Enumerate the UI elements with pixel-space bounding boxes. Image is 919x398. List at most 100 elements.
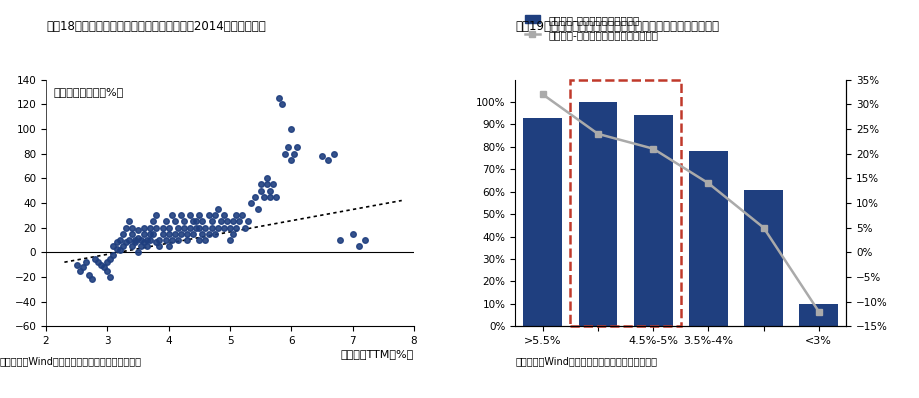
Point [69,261,84,268]
Text: 图表19、红利低波未来一年收益率均值和胜率（按股息率分组）: 图表19、红利低波未来一年收益率均值和胜率（按股息率分组） [515,20,719,33]
Point [130,227,145,233]
Point [109,246,124,252]
Point [112,247,127,253]
Point [133,243,148,249]
Point [146,218,161,224]
Point [232,218,246,224]
Point [137,230,152,237]
Point [201,230,216,237]
Point [268,193,283,200]
Legend: 红利低波-未来一年胜率（左轴）, 红利低波-未来一年平均收益率（右轴）: 红利低波-未来一年胜率（左轴）, 红利低波-未来一年平均收益率（右轴） [520,11,662,44]
Point [137,224,152,231]
Point [152,243,166,249]
Point [85,276,99,283]
Point [115,243,130,249]
Point [271,95,286,101]
Point [188,218,203,224]
Point [152,237,166,243]
Point [130,234,145,241]
Point [333,237,347,243]
Point [259,181,274,187]
Point [229,212,244,219]
Point [149,212,164,219]
Point [94,261,108,268]
Point [321,156,335,163]
Point [128,239,142,246]
Point [149,224,164,231]
Point [326,150,341,157]
Point [201,212,216,219]
Point [119,239,133,246]
Point [229,224,244,231]
Point [241,218,255,224]
Point [234,212,249,219]
Point [225,218,240,224]
Point [155,224,170,231]
Point [124,224,139,231]
Point [158,218,173,224]
Point [167,218,182,224]
Point [73,267,87,274]
Text: 未来一年涨跌幅（%）: 未来一年涨跌幅（%） [53,87,123,97]
Point [167,230,182,237]
Point [91,259,106,265]
Point [140,243,154,249]
Point [222,224,237,231]
Point [179,237,194,243]
Bar [570,80,680,326]
Point [262,193,277,200]
Point [188,224,203,231]
Point [195,230,210,237]
Point [174,230,188,237]
Point [210,206,225,213]
Point [225,230,240,237]
Point [158,237,173,243]
Point [207,230,221,237]
Point [161,243,176,249]
Point [115,230,130,237]
Text: 资料来源：Wind，兴业证券经济与金融研究院整理: 资料来源：Wind，兴业证券经济与金融研究院整理 [0,356,142,366]
Point [121,237,136,243]
Point [192,212,207,219]
Point [186,218,200,224]
Point [87,256,102,262]
Point [112,237,127,243]
Point [140,237,154,243]
Point [198,237,212,243]
Point [124,243,139,249]
Point [106,252,120,258]
Point [161,230,176,237]
Point [161,224,176,231]
Point [216,224,231,231]
Point [262,187,277,194]
Point [75,264,90,270]
Point [284,156,299,163]
Point [146,230,161,237]
Point [253,187,267,194]
Bar [688,151,727,326]
Bar [578,102,617,326]
Point [170,237,185,243]
Point [176,224,191,231]
Point [142,237,157,243]
Point [176,218,191,224]
Point [289,144,304,150]
Point [124,230,139,237]
Point [244,200,258,206]
X-axis label: 股息率（TTM，%）: 股息率（TTM，%） [340,349,414,359]
Point [192,237,207,243]
Point [198,224,212,231]
Point [247,193,262,200]
Point [78,259,93,265]
Point [121,218,136,224]
Point [220,218,234,224]
Point [287,150,301,157]
Point [96,264,111,270]
Text: 资料来源：Wind，兴业证券经济与金融研究院整理: 资料来源：Wind，兴业证券经济与金融研究院整理 [515,356,656,366]
Point [314,153,329,159]
Point [103,274,118,280]
Point [186,230,200,237]
Point [213,218,228,224]
Point [357,237,372,243]
Point [275,101,289,107]
